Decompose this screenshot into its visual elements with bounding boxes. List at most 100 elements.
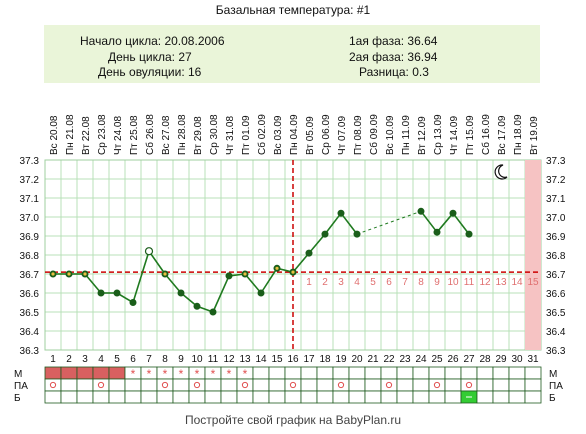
date-label: Чт 07.09	[337, 116, 348, 155]
date-label: Вс 20.08	[49, 115, 60, 155]
cycle-info-box: Начало цикла: 20.08.2006 День цикла: 27 …	[44, 25, 540, 83]
row-cell	[108, 390, 126, 404]
date-label: Пт 15.09	[465, 115, 476, 155]
row-cell	[204, 390, 222, 404]
temperature-difference: Разница: 0.3	[359, 65, 429, 79]
y-tick-left: 36.7	[20, 270, 40, 281]
date-label: Чт 14.09	[449, 116, 460, 155]
day-number: 10	[191, 354, 203, 365]
y-tick-labels: 37.3 37.3 37.2 37.2 37.1 37.1 37.0 37.0 36.9 36.9…	[20, 156, 566, 357]
row-cell	[412, 378, 430, 392]
y-tick-left: 36.3	[20, 346, 40, 357]
day-number: 9	[178, 354, 184, 365]
row-cell	[428, 390, 446, 404]
day-number: 3	[82, 354, 88, 365]
data-point-center	[275, 266, 279, 270]
data-point-center	[291, 270, 295, 274]
luteal-day-number: 2	[322, 277, 328, 288]
row-cell	[140, 390, 158, 404]
chart-title: Базальная температура: #1	[215, 3, 371, 17]
day-number: 13	[239, 354, 251, 365]
day-number: 17	[303, 354, 315, 365]
series-line	[308, 233, 326, 254]
row-cell	[476, 378, 494, 392]
row-cell	[444, 366, 462, 380]
date-label: Сб 26.08	[144, 114, 156, 155]
date-label: Сб 09.09	[368, 114, 380, 155]
row-cell	[188, 390, 206, 404]
luteal-day-number: 6	[386, 277, 392, 288]
luteal-day-number: 15	[527, 277, 539, 288]
row-cell	[364, 378, 382, 392]
data-point	[113, 289, 121, 297]
data-point	[337, 209, 345, 217]
series-line	[452, 212, 470, 235]
cycle-start: Начало цикла: 20.08.2006	[80, 34, 225, 48]
day-number: 23	[399, 354, 411, 365]
data-point	[433, 228, 441, 236]
row-cell	[252, 390, 270, 404]
pa-mark	[465, 381, 473, 389]
row-cell	[300, 390, 318, 404]
footer-note: Постройте свой график на BabyPlan.ru	[184, 413, 402, 427]
y-tick-left: 36.8	[20, 251, 40, 262]
row-cell	[316, 390, 334, 404]
row-cell	[412, 390, 430, 404]
star-mark: *	[195, 367, 200, 381]
row-cell	[44, 366, 62, 380]
data-point	[129, 299, 137, 306]
y-tick-right: 36.4	[546, 327, 566, 338]
luteal-day-number: 4	[354, 277, 360, 288]
data-point-center	[243, 272, 247, 276]
row-cell	[524, 390, 542, 404]
day-number: 28	[479, 354, 491, 365]
y-tick-left: 36.9	[20, 232, 40, 243]
date-label: Вт 12.09	[417, 116, 428, 155]
day-number: 18	[319, 354, 331, 365]
row-cell	[316, 378, 334, 392]
data-point	[257, 289, 265, 297]
date-label: Вт 29.08	[193, 116, 204, 155]
row-cell	[348, 390, 366, 404]
series-line	[292, 252, 310, 273]
date-label: Ср 23.08	[97, 114, 108, 155]
y-tick-right: 37.2	[546, 175, 566, 186]
row-cell	[332, 378, 350, 392]
ovulation-day: День овуляции: 16	[98, 65, 202, 79]
date-labels: Вс 20.08 Пн 21.08 Вт 22.08 Ср 23.08 Чт 24.08…	[49, 114, 540, 155]
highlight-day-column	[525, 160, 541, 350]
series-line	[132, 250, 150, 303]
row-label-right: М	[549, 369, 557, 380]
temperature-series	[49, 207, 473, 316]
series-line	[324, 212, 342, 235]
day-number: 30	[511, 354, 523, 365]
row-label: Б	[14, 393, 21, 404]
data-point	[97, 289, 105, 297]
row-cell	[412, 366, 430, 380]
row-cell	[396, 366, 414, 380]
pa-mark	[337, 381, 345, 389]
day-number: 5	[114, 354, 120, 365]
pa-mark	[289, 381, 297, 389]
luteal-day-number: 9	[434, 277, 440, 288]
y-tick-right: 36.5	[546, 308, 566, 319]
data-point	[353, 230, 361, 238]
day-number: 1	[50, 354, 56, 365]
pa-mark	[161, 381, 169, 389]
y-tick-right: 36.3	[546, 346, 566, 357]
row-cell	[92, 378, 110, 392]
row-label: М	[14, 369, 22, 380]
row-cell	[44, 378, 62, 392]
row-cell	[252, 366, 270, 380]
date-label: Вт 19.09	[529, 116, 540, 155]
row-cell	[396, 378, 414, 392]
star-mark: *	[243, 367, 248, 381]
row-cell	[428, 366, 446, 380]
y-tick-left: 37.0	[20, 213, 40, 224]
date-label: Ср 13.09	[433, 114, 444, 155]
series-line	[260, 267, 278, 294]
row-cell	[332, 366, 350, 380]
date-label: Вс 10.09	[385, 115, 396, 155]
date-label: Пн 18.09	[513, 114, 524, 155]
data-point	[417, 207, 425, 215]
